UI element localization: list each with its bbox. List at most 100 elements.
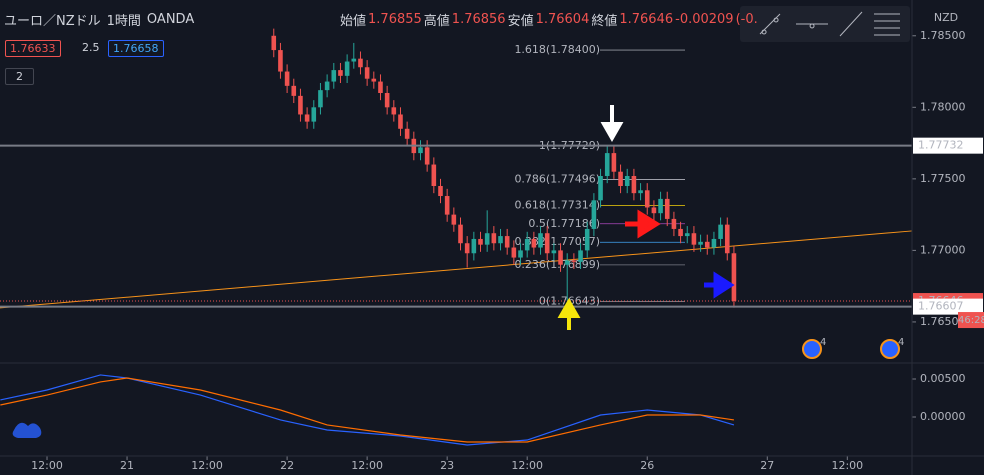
candle-body — [484, 233, 490, 245]
price-tag-label: 1.76607 — [918, 300, 964, 313]
candle-body — [578, 250, 583, 262]
y-tick-label: 1.77000 — [920, 243, 966, 256]
candle-body — [284, 71, 290, 86]
ma-value: 1.76633 — [5, 40, 61, 57]
candle-body — [331, 70, 337, 82]
ma-value: 1.76658 — [108, 40, 164, 57]
hidden-indicators[interactable]: 2 — [5, 68, 34, 85]
x-tick-label: 12:00 — [351, 459, 383, 472]
candle-body — [318, 90, 323, 108]
candle-body — [431, 164, 437, 187]
icon-ray[interactable] — [839, 11, 863, 37]
symbol-header: ユーロ／NZドル 1時間 OANDA — [4, 10, 194, 29]
candle-body — [671, 218, 677, 229]
candle-body — [651, 207, 657, 214]
trendline — [0, 230, 913, 309]
y-tick-label: 1.78000 — [920, 100, 966, 113]
fib-label: 0.786(1.77496) — [514, 172, 600, 185]
candle-body — [558, 250, 563, 265]
ohlc-value: 1.76604 — [535, 12, 590, 27]
y-tick-label: 0.00500 — [920, 372, 966, 385]
y-tick-label: 1.78500 — [920, 29, 966, 42]
fib-label: 1.618(1.78400) — [514, 43, 600, 56]
event-badge[interactable] — [802, 339, 822, 359]
candle-body — [291, 85, 297, 96]
candle-body — [464, 243, 470, 254]
ohlc-value: 1.76646 — [619, 12, 674, 27]
candle-body — [304, 114, 310, 122]
arrow-yellow — [557, 297, 581, 330]
candle-body — [518, 250, 523, 258]
ohlc-label: 安値 — [507, 14, 534, 29]
y-tick-label: 0.00000 — [920, 410, 966, 423]
arrow-blue — [704, 271, 735, 299]
change-pct: (-0. — [735, 12, 758, 27]
candle-body — [478, 238, 483, 245]
toolbar[interactable] — [740, 6, 910, 42]
candle-body — [504, 236, 510, 248]
candle-body — [278, 50, 283, 72]
candle-body — [618, 171, 623, 187]
candle-body — [451, 214, 457, 225]
candle-body — [438, 186, 443, 197]
event-badge[interactable] — [880, 339, 900, 359]
candle-body — [611, 153, 617, 172]
candle-body — [638, 190, 643, 194]
countdown-bg — [958, 312, 984, 329]
candle-body — [491, 233, 497, 244]
x-tick-label: 23 — [440, 459, 454, 472]
fib-label: 0.618(1.77314) — [514, 198, 600, 211]
candle-body — [591, 200, 597, 229]
x-tick-label: 22 — [280, 459, 294, 472]
candle-body — [658, 198, 663, 214]
fib-label: 0.236(1.76899) — [514, 258, 600, 271]
icon-hline[interactable] — [796, 23, 828, 29]
candle-body — [364, 67, 370, 79]
interval[interactable]: 1時間 — [106, 14, 141, 29]
event-badge-count: 4 — [820, 337, 826, 348]
candle-body — [644, 190, 650, 208]
annotations — [557, 105, 735, 330]
candle-body — [598, 175, 603, 201]
ohlc-label: 始値 — [340, 14, 367, 29]
candle-body — [471, 238, 477, 254]
candle-body — [731, 253, 737, 302]
candle-body — [371, 78, 377, 82]
countdown: 46:28 — [958, 315, 984, 326]
candle-body — [311, 107, 317, 122]
logo — [12, 422, 42, 438]
change: -0.00209 — [675, 12, 734, 27]
candle-body — [711, 238, 717, 248]
candle-body — [584, 228, 590, 251]
candle-body — [631, 175, 637, 194]
candle-body — [344, 61, 350, 76]
candle-body — [664, 198, 670, 219]
candle-body — [358, 58, 363, 68]
candle-body — [338, 70, 343, 76]
candle-body — [324, 81, 330, 91]
ohlc-value: 1.76855 — [368, 12, 422, 27]
candle-body — [378, 81, 383, 94]
x-tick-label: 12:00 — [31, 459, 63, 472]
icon-trend[interactable] — [759, 13, 781, 35]
candle-body — [571, 260, 577, 262]
macd-line — [0, 377, 735, 443]
y-tick-label: 1.77500 — [920, 172, 966, 185]
candle-body — [678, 228, 683, 237]
price-tag — [913, 298, 983, 315]
candle-body — [298, 95, 303, 115]
currency[interactable]: NZD — [934, 11, 958, 24]
candle-body — [544, 233, 550, 254]
icon-fib[interactable] — [874, 13, 900, 36]
ohlc-header: 始値 1.76855 高値 1.76856 安値 1.76604 終値 1.76646 -0.0… — [340, 10, 758, 29]
price-tag — [913, 137, 983, 154]
symbol[interactable]: ユーロ／NZドル — [4, 14, 101, 29]
fib-label: 0.5(1.77186) — [528, 217, 600, 230]
candle-body — [398, 114, 403, 129]
macd-line — [0, 374, 735, 446]
candle-body — [538, 233, 543, 248]
arrow-red — [625, 209, 661, 239]
x-tick-label: 12:00 — [831, 459, 863, 472]
